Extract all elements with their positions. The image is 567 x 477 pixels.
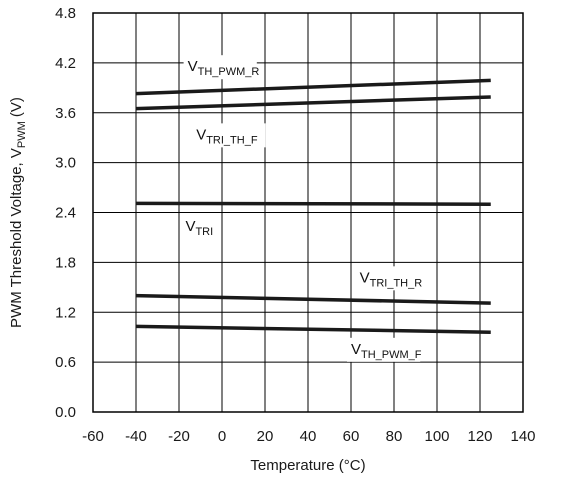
series-label-subscript: TRI_TH_F	[206, 134, 258, 146]
series-label-background	[355, 266, 429, 291]
x-axis-title: Temperature (°C)	[250, 457, 365, 474]
series-label-subscript: TRI_TH_R	[370, 277, 423, 289]
x-tick-label: 40	[300, 428, 317, 445]
y-tick-label: 1.2	[55, 304, 76, 321]
y-tick-label: 2.4	[55, 205, 76, 222]
series-label: VTH_PWM_F	[351, 341, 422, 361]
y-axis-title: PWM Threshold Voltage, VPWM (V)	[8, 97, 28, 328]
series-label-subscript: TH_PWM_R	[198, 66, 260, 78]
series-label-main: V	[196, 126, 206, 143]
y-axis-title-subscript: PWM	[16, 121, 28, 148]
y-tick-label: 4.2	[55, 55, 76, 72]
series-label-main: V	[185, 218, 195, 235]
series-label: VTRI_TH_R	[360, 269, 423, 289]
x-tick-label: 120	[467, 428, 492, 445]
tick-labels: -60 -40 -20 0 20 40 60 80 100 120 140 0.0 0.6 1.2 1.8 2…	[55, 5, 535, 445]
x-tick-label: 60	[343, 428, 360, 445]
series-label-subscript: TH_PWM_F	[361, 349, 422, 361]
series-label: VTH_PWM_R	[188, 58, 260, 78]
series-label: VTRI	[185, 218, 213, 238]
x-tick-label: 100	[424, 428, 449, 445]
x-tick-label: 140	[510, 428, 535, 445]
series-line-th-pwm-r	[135, 78, 491, 96]
x-tick-label: -20	[168, 428, 190, 445]
x-tick-label: 0	[218, 428, 226, 445]
series-line-th-pwm-f	[135, 324, 491, 334]
series-label-main: V	[351, 341, 361, 358]
series-label: VTRI_TH_F	[196, 126, 258, 146]
series-label-background	[183, 55, 257, 80]
x-tick-label: -60	[82, 428, 104, 445]
series-label-background	[181, 214, 218, 239]
series-label-background	[192, 123, 266, 148]
grid	[93, 13, 523, 412]
series-lines	[135, 78, 491, 334]
series-label-subscript: TRI	[195, 226, 213, 238]
plot-frame	[92, 12, 524, 413]
y-axis-title-unit: (V)	[8, 97, 25, 121]
series-line-tri	[135, 201, 491, 206]
y-axis-title-main: PWM Threshold Voltage, V	[8, 148, 25, 328]
x-tick-label: 20	[257, 428, 274, 445]
y-tick-label: 3.0	[55, 155, 76, 172]
x-tick-label: -40	[125, 428, 147, 445]
series-label-main: V	[360, 269, 370, 286]
series-label-background	[347, 337, 421, 362]
y-tick-label: 0.0	[55, 404, 76, 421]
y-tick-label: 0.6	[55, 354, 76, 371]
series-line-tri-th-r	[135, 293, 491, 305]
y-tick-label: 3.6	[55, 105, 76, 122]
y-tick-label: 4.8	[55, 5, 76, 22]
y-tick-label: 1.8	[55, 254, 76, 271]
series-line-tri-th-f	[135, 95, 491, 111]
series-label-main: V	[188, 58, 198, 75]
x-tick-label: 80	[386, 428, 403, 445]
